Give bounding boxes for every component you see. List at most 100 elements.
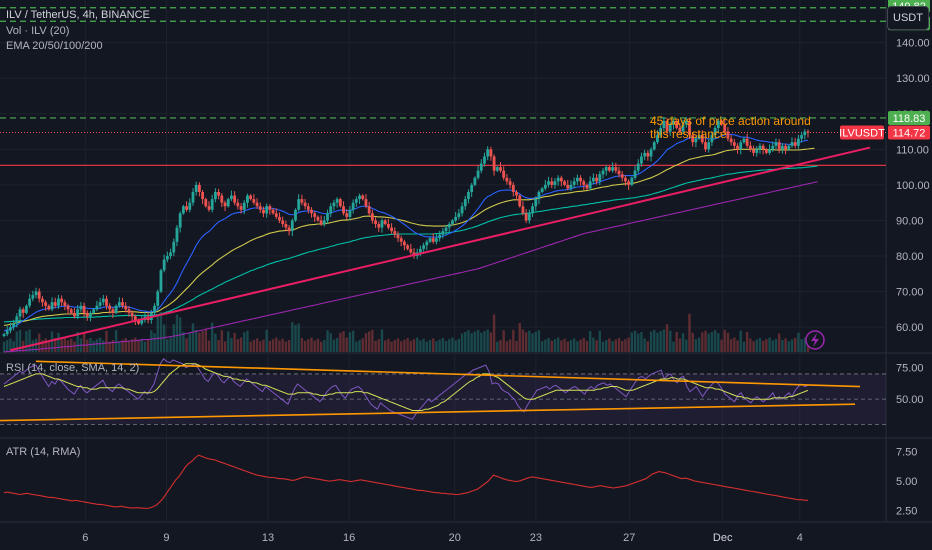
volume-bar [230, 337, 233, 352]
candle-body [582, 181, 586, 185]
time-tick-label: 13 [262, 532, 274, 544]
volume-bar [102, 340, 105, 352]
candle-body [79, 305, 83, 310]
candle-body [185, 206, 188, 210]
candle-body [57, 298, 60, 306]
volume-bar [710, 331, 714, 352]
ema-legend[interactable]: EMA 20/50/100/200 [6, 40, 103, 52]
volume-bar [729, 339, 733, 352]
volume-bar [457, 338, 461, 352]
candle-body [710, 135, 714, 143]
candle-body [684, 120, 688, 125]
candle-body [470, 184, 474, 192]
volume-bar [467, 330, 470, 352]
lightning-icon[interactable] [805, 330, 825, 350]
volume-bar [28, 329, 31, 352]
candle-body [521, 206, 525, 214]
annotation-line-2[interactable]: this resistance [650, 127, 727, 141]
time-tick-label: 9 [163, 532, 169, 544]
candle-body [796, 138, 800, 146]
candle-body [447, 224, 451, 228]
candle-body [239, 206, 243, 210]
candle-body [319, 220, 323, 224]
candle-body [18, 309, 22, 317]
symbol-legend[interactable]: ILV / TetherUS, 4h, BINANCE [6, 9, 150, 21]
candle-body [591, 177, 595, 182]
candle-body [543, 184, 547, 189]
triangle-lower-line [0, 403, 856, 422]
candle-body [780, 145, 784, 150]
volume-bar [672, 341, 675, 352]
volume-bar [777, 333, 781, 352]
candle-body [117, 302, 121, 306]
volume-bar [736, 340, 739, 352]
candle-body [508, 181, 512, 185]
volume-legend[interactable]: Vol · ILV (20) [6, 25, 70, 37]
candle-body [492, 156, 496, 171]
candles [2, 117, 810, 338]
volume-bar [227, 331, 230, 352]
volume-bar [662, 329, 666, 352]
candle-body [665, 120, 669, 132]
rsi-legend[interactable]: RSI (14, close, SMA, 14, 2) [6, 362, 140, 374]
candle-body [467, 192, 470, 200]
candle-body [579, 177, 582, 182]
volume-bar [351, 330, 355, 352]
annotation-line-1[interactable]: 45 days of price action around [650, 114, 811, 128]
volume-bar [387, 338, 390, 352]
volume-bar [194, 329, 198, 352]
volume-bar [528, 330, 531, 352]
volume-bar [733, 337, 736, 352]
volume-bar [271, 339, 275, 352]
volume-bar [361, 338, 364, 352]
candle-body [95, 305, 99, 310]
volume-bar [419, 340, 422, 352]
atr-tick-label: 2.50 [896, 505, 917, 517]
candle-body [732, 142, 736, 146]
time-tick-label: 20 [449, 532, 461, 544]
candle-body [348, 209, 352, 217]
candle-body [678, 128, 682, 132]
candle-body [556, 177, 560, 182]
volume-bar [364, 333, 368, 352]
candle-body [668, 124, 672, 132]
volume-bar [403, 339, 406, 352]
candle-body [768, 149, 771, 153]
candle-body [76, 309, 80, 317]
candle-body [34, 291, 38, 296]
candle-body [268, 206, 272, 210]
volume-bar [268, 340, 272, 352]
trendline[interactable] [10, 146, 871, 352]
candle-body [758, 145, 762, 150]
candle-body [527, 213, 531, 221]
volume-bar [688, 313, 691, 352]
candle-body [662, 120, 666, 128]
candle-body [194, 184, 198, 192]
candle-body [620, 174, 624, 178]
volume-bar [486, 329, 489, 352]
candle-body [531, 206, 534, 214]
volume-bar [9, 338, 12, 352]
candle-body [444, 227, 448, 232]
currency-button[interactable]: USDT [887, 6, 929, 30]
candle-body [21, 309, 25, 313]
rising-trendline[interactable] [10, 146, 871, 352]
volume-bar [137, 340, 140, 352]
volume-bar [621, 340, 624, 352]
volume-bar [348, 332, 352, 352]
candle-body [604, 167, 608, 171]
atr-legend[interactable]: ATR (14, RMA) [6, 446, 81, 458]
volume-bar [166, 339, 169, 352]
candle-body [659, 128, 663, 136]
volume-bar [531, 333, 534, 352]
volume-bar [579, 339, 582, 352]
candle-body [476, 170, 480, 178]
candle-body [82, 305, 86, 313]
volume-bar [146, 340, 150, 352]
candle-body [479, 163, 483, 171]
candle-body [451, 220, 454, 224]
volume-bar [790, 339, 794, 352]
atr-tick-label: 7.50 [896, 447, 917, 459]
